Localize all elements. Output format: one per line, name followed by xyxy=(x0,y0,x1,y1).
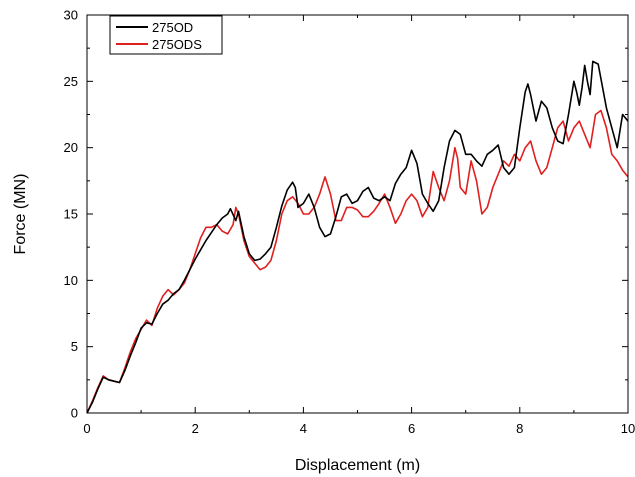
legend-box xyxy=(109,15,223,55)
y-tick-label: 20 xyxy=(64,140,78,155)
plot-frame xyxy=(86,14,629,414)
y-tick-label: 25 xyxy=(64,74,78,89)
y-tick-label: 30 xyxy=(64,8,78,23)
y-tick-label: 0 xyxy=(71,406,78,421)
legend-label: 275OD xyxy=(152,20,193,35)
x-tick-label: 6 xyxy=(408,421,415,436)
series-line-275ODS xyxy=(86,109,629,414)
x-tick-label: 4 xyxy=(300,421,307,436)
legend-label: 275ODS xyxy=(152,37,202,52)
y-tick-label: 5 xyxy=(71,339,78,354)
y-axis-title: Force (MN) xyxy=(12,174,29,255)
legend: 275OD 275ODS xyxy=(109,15,223,55)
x-tick-label: 10 xyxy=(621,421,635,436)
x-axis-title: Displacement (m) xyxy=(295,457,420,474)
ticks-layer: 0 2 4 6 8 10 0 5 10 15 20 25 30 xyxy=(64,8,635,437)
series-line-275OD xyxy=(86,60,629,414)
x-tick-label: 0 xyxy=(83,421,90,436)
y-tick-label: 10 xyxy=(64,273,78,288)
x-tick-label: 2 xyxy=(192,421,199,436)
x-tick-label: 8 xyxy=(516,421,523,436)
y-tick-label: 15 xyxy=(64,207,78,222)
series-layer xyxy=(86,60,629,414)
